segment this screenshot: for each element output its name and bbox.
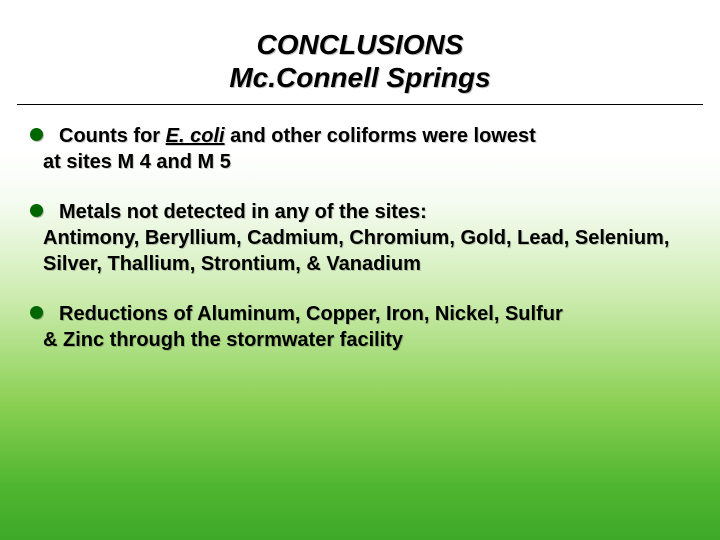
bullet-item: Reductions of Aluminum, Copper, Iron, Ni… [30, 301, 690, 353]
bullet-item: Metals not detected in any of the sites:… [30, 199, 690, 277]
bullet-tail: and other coliforms were lowest [225, 125, 536, 147]
bullet-lead: Reductions of Aluminum, Copper, Iron, Ni… [59, 303, 563, 325]
bullet-continuation: Antimony, Beryllium, Cadmium, Chromium, … [43, 225, 690, 277]
content-area: Counts for E. coli and other coliforms w… [0, 105, 720, 353]
bullet-icon [30, 306, 43, 319]
title-line-2: Mc.Connell Springs [30, 61, 690, 94]
bullet-text: Reductions of Aluminum, Copper, Iron, Ni… [59, 301, 563, 353]
bullet-icon [30, 204, 43, 217]
bullet-emphasis: E. coli [166, 125, 225, 147]
bullet-lead: Metals not detected in any of the sites: [59, 201, 427, 223]
bullet-continuation: at sites M 4 and M 5 [43, 149, 536, 175]
bullet-icon [30, 128, 43, 141]
bullet-text: Counts for E. coli and other coliforms w… [59, 123, 536, 175]
slide: CONCLUSIONS Mc.Connell Springs Counts fo… [0, 0, 720, 540]
bullet-item: Counts for E. coli and other coliforms w… [30, 123, 690, 175]
title-line-1: CONCLUSIONS [30, 28, 690, 61]
bullet-text: Metals not detected in any of the sites:… [59, 199, 690, 277]
bullet-lead: Counts for [59, 125, 166, 147]
title-block: CONCLUSIONS Mc.Connell Springs [30, 28, 690, 94]
bullet-continuation: & Zinc through the stormwater facility [43, 327, 563, 353]
